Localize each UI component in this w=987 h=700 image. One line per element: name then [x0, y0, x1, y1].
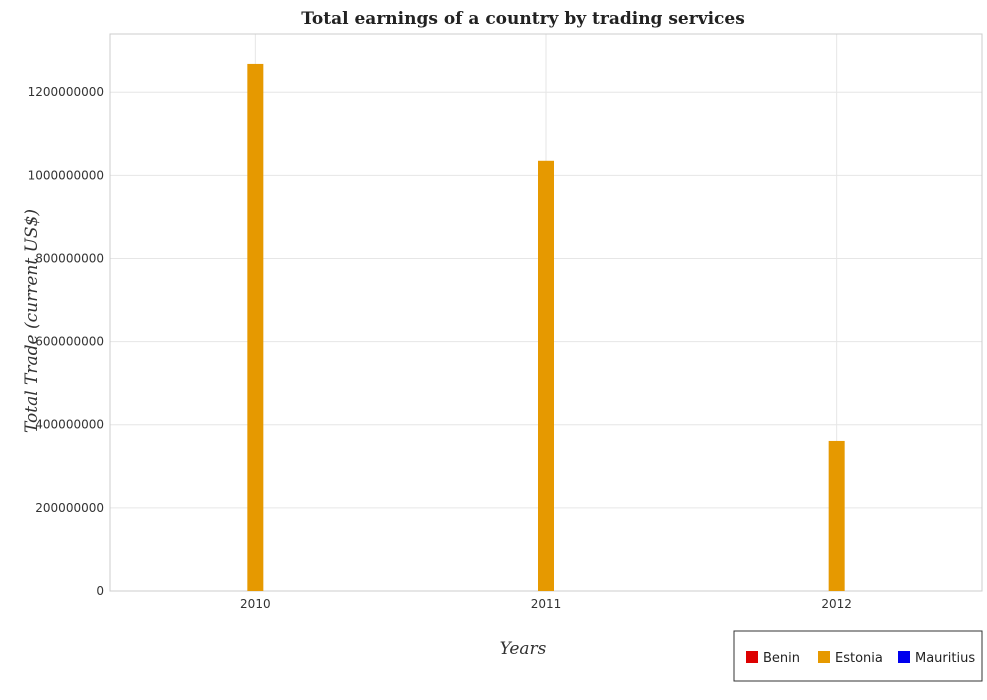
plot-area: 0 200000000 400000000 600000000 800000000 100… [28, 33, 983, 611]
y-tick-label: 0 [96, 584, 104, 598]
legend-swatch-benin [746, 651, 758, 663]
x-tick-label: 2011 [531, 597, 562, 611]
legend-swatch-estonia [818, 651, 830, 663]
legend-label-estonia: Estonia [835, 651, 883, 666]
chart-title: Total earnings of a country by trading s… [301, 9, 745, 29]
bar-estonia-2011 [538, 160, 554, 591]
legend-swatch-mauritius [898, 651, 910, 663]
y-tick-label: 1200000000 [28, 85, 104, 99]
legend-box [733, 630, 983, 682]
y-tick-label: 400000000 [35, 418, 104, 432]
y-tick-label: 800000000 [35, 251, 104, 265]
y-tick-label: 200000000 [35, 501, 104, 515]
x-axis-title: Years [500, 639, 547, 659]
legend-label-mauritius: Mauritius [915, 651, 975, 666]
x-tick-label: 2012 [821, 597, 852, 611]
y-axis-title: Total Trade (current US$) [22, 209, 42, 433]
legend-label-benin: Benin [763, 651, 800, 666]
bar-estonia-2010 [247, 63, 264, 592]
bar-estonia-2012 [828, 440, 845, 591]
x-tick-label: 2010 [240, 597, 271, 611]
y-tick-label: 1000000000 [28, 168, 104, 182]
y-tick-label: 600000000 [35, 335, 104, 349]
legend: Benin Estonia Mauritius [733, 630, 983, 682]
